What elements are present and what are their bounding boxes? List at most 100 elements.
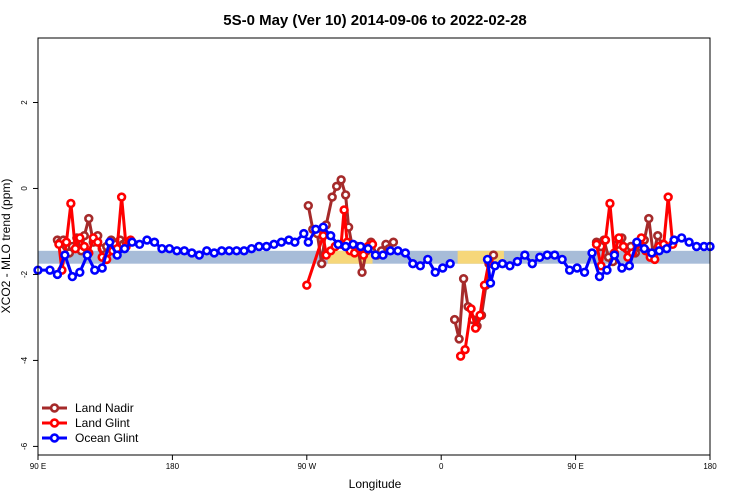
series-0-point: [340, 190, 351, 200]
x-tick-label-4: 90 E: [567, 462, 583, 471]
y-axis-label: XCO2 - MLO trend (ppm): [0, 179, 13, 314]
series-1-point: [475, 310, 485, 320]
x-tick-label-5: 180: [703, 462, 717, 471]
series-2-point: [134, 239, 145, 250]
series-2-point: [572, 263, 582, 273]
series-2-point: [325, 231, 336, 241]
series-2-point: [549, 250, 560, 260]
plot-frame: [37, 37, 711, 456]
series-0-point: [84, 213, 94, 224]
series-2-point: [239, 246, 249, 256]
series-1-point: [61, 237, 72, 247]
series-2-point: [52, 269, 63, 280]
series-2-point: [393, 246, 403, 256]
series-2-point: [505, 261, 515, 271]
series-2-point: [303, 237, 313, 247]
series-2-point: [602, 265, 612, 275]
series-2-point: [408, 258, 418, 269]
series-0-point: [454, 334, 464, 344]
legend-label-2: Ocean Glint: [75, 431, 139, 445]
series-2-point: [290, 237, 300, 247]
series-2-point: [224, 246, 234, 256]
series-2-point: [415, 261, 425, 271]
legend-marker-2: [49, 433, 60, 443]
series-2-point: [654, 246, 664, 256]
series-2-point: [564, 265, 575, 275]
series-2-point: [684, 237, 694, 247]
series-2-point: [216, 246, 227, 256]
series-1-point: [470, 323, 481, 333]
series-2-point: [164, 243, 175, 254]
series-2-point: [231, 246, 242, 256]
series-0-point: [388, 237, 399, 247]
series-2-point: [142, 235, 152, 245]
series-1-point: [54, 239, 64, 250]
series-2-point: [348, 239, 358, 250]
series-1-point: [318, 231, 328, 241]
series-1-point: [66, 198, 76, 209]
series-2-point: [104, 237, 115, 247]
x-tick-label-0: 90 E: [30, 462, 46, 471]
y-tick-label-1: 0: [20, 186, 29, 191]
series-2-point: [609, 250, 620, 260]
series-0-point: [653, 231, 663, 241]
series-2-point: [187, 248, 197, 258]
series-2-point: [624, 261, 635, 271]
series-2-point: [45, 265, 55, 275]
series-1-point: [663, 192, 673, 202]
chart-title: 5S-0 May (Ver 10) 2014-09-06 to 2022-02-…: [223, 12, 527, 29]
y-axis: 2 0 -2 -4 -6: [20, 100, 38, 450]
legend-label-0: Land Nadir: [75, 401, 134, 415]
series-2-point: [157, 243, 167, 254]
x-tick-label-2: 90 W: [297, 462, 316, 471]
series-2-point: [67, 271, 78, 282]
series-2-point: [669, 235, 679, 245]
series-2-point: [318, 222, 328, 232]
series-0-point: [488, 250, 499, 260]
series-2-point: [617, 263, 627, 273]
series-2-point: [490, 261, 500, 271]
series-0-point: [336, 175, 346, 185]
series-2-point: [482, 254, 493, 265]
series-2-point: [385, 246, 396, 256]
series-2-point: [311, 224, 321, 235]
series-2-point: [119, 243, 130, 254]
series-2-point: [497, 258, 508, 269]
series-2-point: [520, 250, 530, 260]
series-2-point: [661, 243, 672, 254]
series-2-point: [82, 250, 92, 260]
series-2-point: [557, 254, 567, 265]
series-1-point: [339, 205, 349, 215]
series-1-point: [93, 237, 103, 247]
series-2-point: [299, 228, 309, 239]
series-2-point: [363, 243, 373, 254]
series-2-point: [647, 248, 657, 258]
y-tick-label-2: -2: [20, 270, 29, 278]
series-2-point: [202, 246, 212, 256]
series-2-point: [542, 250, 552, 260]
series-2-point: [676, 233, 687, 243]
series-2-point: [60, 250, 70, 260]
series-2-point: [246, 243, 257, 254]
series-2-point: [512, 256, 523, 267]
series-2-point: [445, 258, 455, 269]
series-1-point: [614, 233, 624, 243]
x-tick-label-3: 0: [439, 462, 444, 471]
series-2-point: [527, 258, 537, 269]
series-1-point: [70, 243, 81, 254]
series-2-point: [149, 237, 160, 247]
series-1-point: [605, 198, 615, 209]
series-1-point: [455, 351, 466, 361]
series-1-point: [600, 235, 611, 245]
series-2-point: [194, 250, 204, 260]
series-2-point: [639, 243, 649, 254]
series-2-point: [269, 239, 279, 250]
series-2-point: [423, 254, 433, 265]
series-2-point: [254, 241, 264, 252]
series-2-point: [209, 248, 219, 258]
series-2-point: [378, 250, 388, 260]
y-tick-label-4: -6: [20, 442, 29, 450]
series-2-point: [691, 241, 702, 252]
